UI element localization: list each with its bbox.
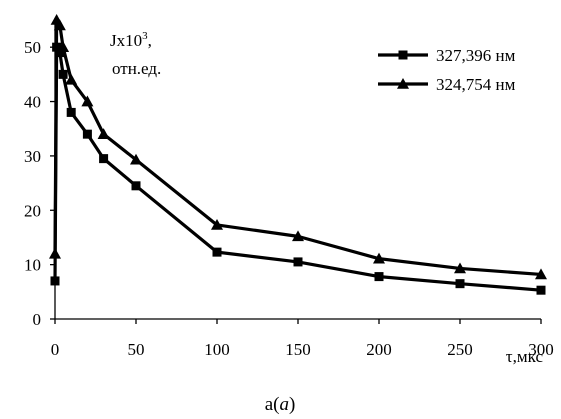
y-axis-label-exponent: 3 (142, 30, 148, 42)
data-point (50, 276, 60, 286)
data-point (292, 230, 304, 242)
x-tick-label: 100 (204, 340, 230, 359)
data-point (97, 128, 110, 139)
legend-label: 327,396 нм (436, 46, 516, 65)
data-point (55, 48, 65, 58)
data-point (66, 107, 76, 117)
y-tick-label: 50 (24, 38, 41, 57)
caption-suffix: ) (289, 394, 295, 415)
x-tick-label: 50 (128, 340, 145, 359)
y-ticks: 0 10 20 30 40 50 (24, 38, 55, 329)
y-tick-label: 30 (24, 147, 41, 166)
data-point (536, 285, 546, 295)
x-axis-label: τ,мкс (506, 347, 544, 366)
data-point (53, 19, 66, 31)
x-tick-label: 200 (366, 340, 392, 359)
data-point (82, 129, 92, 139)
y-axis-label: Jx103, (110, 30, 152, 50)
caption-italic: a (279, 394, 289, 415)
y-tick-label: 0 (33, 310, 42, 329)
data-point (373, 252, 385, 264)
series-group (49, 14, 547, 295)
data-point (454, 262, 466, 274)
data-point (58, 69, 68, 79)
data-point (455, 279, 465, 289)
legend: 327,396 нм 324,754 нм (378, 46, 516, 94)
data-point (212, 247, 222, 257)
data-point (99, 154, 109, 164)
y-axis-label-units: отн.ед. (112, 59, 161, 78)
data-point (293, 257, 303, 267)
x-tick-label: 300 (528, 340, 554, 359)
data-point (57, 41, 70, 52)
data-point (81, 95, 94, 107)
y-tick-label: 10 (24, 256, 41, 275)
legend-label: 324,754 нм (436, 75, 516, 94)
legend-marker (398, 50, 408, 60)
figure-caption: а(a) (265, 394, 296, 415)
data-point (374, 272, 384, 282)
x-tick-label: 250 (447, 340, 473, 359)
legend-marker (397, 78, 409, 89)
y-tick-label: 20 (24, 201, 41, 220)
y-axis-label-main: Jx10 (110, 31, 142, 50)
y-tick-label: 40 (24, 93, 41, 112)
data-point (535, 268, 547, 280)
data-point (65, 73, 78, 85)
data-point (130, 153, 142, 165)
x-tick-label: 150 (285, 340, 311, 359)
caption-prefix: а( (265, 394, 280, 415)
data-point (211, 218, 223, 230)
data-point (131, 181, 141, 191)
x-tick-label: 0 (51, 340, 60, 359)
data-point (49, 247, 61, 259)
x-ticks: 0 50 100 150 200 250 300 (51, 319, 554, 359)
